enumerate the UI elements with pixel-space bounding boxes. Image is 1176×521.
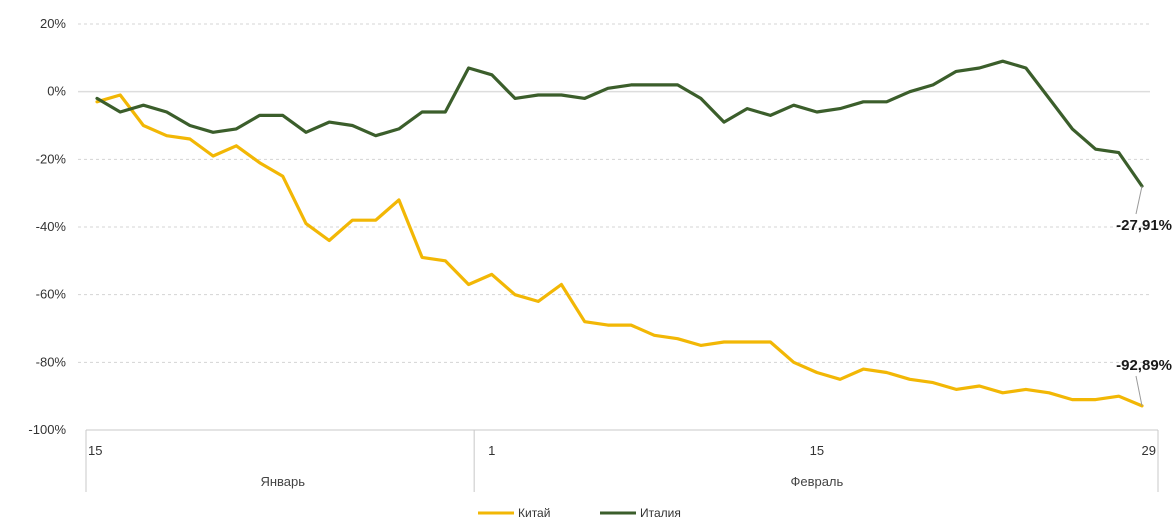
x-group-label: Январь [260, 474, 305, 489]
series-line-Италия [97, 61, 1142, 186]
series-line-Китай [97, 95, 1142, 406]
y-tick-label: -20% [36, 151, 67, 166]
x-tick-label: 1 [488, 443, 495, 458]
x-tick-label: 15 [88, 443, 102, 458]
annotation-leader [1136, 186, 1142, 214]
legend-label: Китай [518, 506, 550, 520]
annotations: -27,91% -92,89% [1116, 186, 1172, 406]
y-tick-label: -40% [36, 219, 67, 234]
x-tick-label: 15 [810, 443, 824, 458]
y-tick-label: 20% [40, 16, 66, 31]
y-axis-tick-labels: 20% 0% -20% -40% -60% -80% -100% [28, 16, 66, 437]
x-group-label: Февраль [790, 474, 843, 489]
y-tick-label: -60% [36, 287, 67, 302]
data-label: -92,89% [1116, 357, 1172, 374]
x-axis: 15 1 15 29 Январь Февраль [86, 430, 1158, 492]
legend-label: Италия [640, 506, 681, 520]
series-lines [97, 61, 1142, 406]
y-tick-label: -100% [28, 422, 66, 437]
x-tick-label: 29 [1142, 443, 1156, 458]
y-tick-label: -80% [36, 354, 67, 369]
data-label: -27,91% [1116, 217, 1172, 234]
y-tick-label: 0% [47, 84, 66, 99]
gridlines [78, 24, 1150, 362]
annotation-leader [1136, 376, 1142, 406]
legend: Китай Италия [478, 506, 681, 520]
